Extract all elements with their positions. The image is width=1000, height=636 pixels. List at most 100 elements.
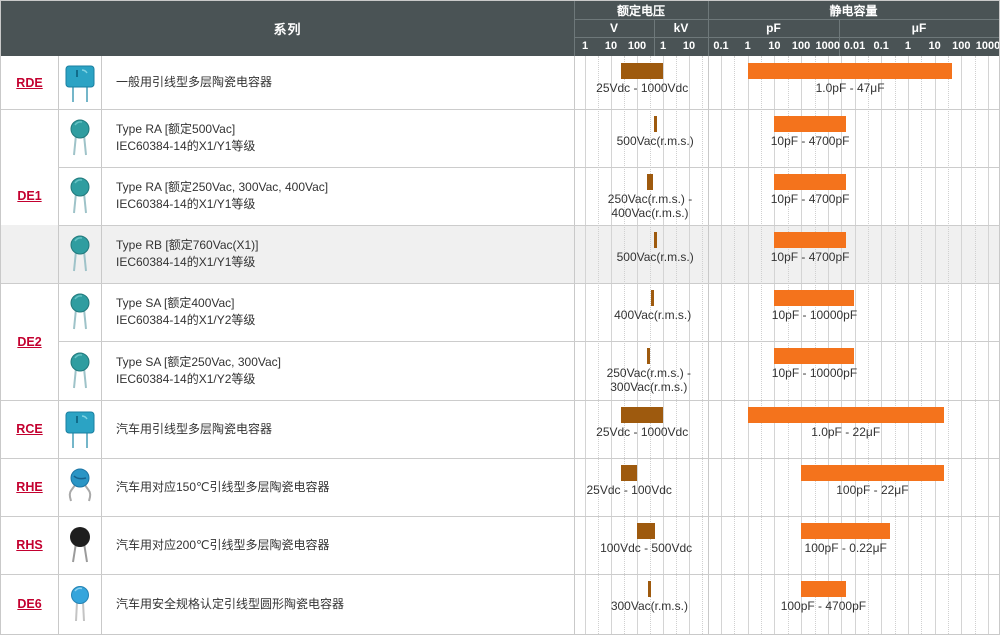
series-link-de1[interactable]: DE1 bbox=[17, 189, 42, 203]
column-border bbox=[101, 56, 102, 634]
grid-line bbox=[907, 56, 909, 634]
voltage-range-label: 400Vac(r.m.s.) bbox=[614, 308, 692, 322]
grid-line bbox=[676, 56, 677, 634]
grid-line bbox=[988, 56, 989, 634]
grid-line bbox=[734, 56, 736, 634]
voltage-range-label: 500Vac(r.m.s.) bbox=[616, 250, 694, 264]
row-border bbox=[58, 225, 999, 226]
product-description-line: Type RA [额定500Vac] bbox=[116, 122, 236, 136]
series-cell-rce: RCE bbox=[1, 400, 58, 458]
axis-tick-label: 10 bbox=[604, 40, 618, 52]
capacitance-range-bar bbox=[801, 523, 891, 539]
product-description-line: IEC60384-14的X1/Y1等级 bbox=[116, 255, 256, 269]
grid-line bbox=[854, 56, 856, 634]
series-cell-de2: DE2 bbox=[1, 283, 58, 400]
capacitance-range-bar bbox=[747, 407, 944, 423]
voltage-range-bar bbox=[653, 116, 657, 132]
capacitance-range-label: 10pF - 4700pF bbox=[770, 250, 850, 264]
product-description: 汽车用安全规格认定引线型圆形陶瓷电容器 bbox=[101, 574, 576, 634]
unit-pf-header: pF bbox=[766, 21, 781, 35]
unit-kv-header: kV bbox=[673, 21, 689, 35]
grid-line bbox=[689, 56, 690, 634]
row-border bbox=[1, 283, 999, 284]
grid-line bbox=[867, 56, 869, 634]
series-cell-de1: DE1 bbox=[1, 109, 58, 283]
row-border bbox=[1, 574, 999, 575]
series-cell-rde: RDE bbox=[1, 56, 58, 109]
product-description-line: IEC60384-14的X1/Y2等级 bbox=[116, 371, 256, 386]
product-description-line: IEC60384-14的X1/Y2等级 bbox=[116, 313, 256, 327]
capacitance-range-bar bbox=[747, 63, 953, 79]
row-border bbox=[1, 516, 999, 517]
series-link-de6[interactable]: DE6 bbox=[17, 597, 42, 611]
product-description: Type RB [额定760Vac(X1)] IEC60384-14的X1/Y1等… bbox=[101, 225, 576, 283]
series-link-rde[interactable]: RDE bbox=[16, 75, 43, 90]
product-description-line: 汽车用安全规格认定引线型圆形陶瓷电容器 bbox=[116, 596, 345, 611]
row-border bbox=[58, 167, 999, 168]
product-description: Type RA [额定500Vac] IEC60384-14的X1/Y1等级 bbox=[101, 109, 576, 167]
grid-line bbox=[774, 56, 776, 634]
series-link-rhs[interactable]: RHS bbox=[16, 538, 43, 552]
row-border bbox=[1, 458, 999, 459]
capacitance-range-label: 100pF - 0.22μF bbox=[804, 541, 887, 555]
capacitance-range-label: 1.0pF - 47μF bbox=[815, 81, 885, 95]
grid-line bbox=[721, 56, 722, 634]
product-description-line: 汽车用对应200℃引线型多层陶瓷电容器 bbox=[116, 537, 330, 552]
voltage-range-bar bbox=[621, 407, 663, 423]
grid-line bbox=[961, 56, 963, 634]
capacitance-range-label: 10pF - 10000pF bbox=[771, 366, 858, 380]
voltage-range-label: 250Vac(r.m.s.) - 400Vac(r.m.s.) bbox=[607, 192, 693, 220]
unit-v-header: V bbox=[609, 21, 618, 35]
grid-line bbox=[841, 56, 843, 634]
series-link-rhe[interactable]: RHE bbox=[16, 480, 43, 494]
grid-line bbox=[624, 56, 625, 634]
product-description-line: IEC60384-14的X1/Y1等级 bbox=[116, 197, 256, 211]
grid-line bbox=[974, 56, 976, 634]
disc-capacitor-icon bbox=[58, 109, 101, 167]
capacitance-range-label: 10pF - 10000pF bbox=[771, 308, 858, 322]
series-link-de2[interactable]: DE2 bbox=[17, 334, 42, 349]
voltage-range-bar bbox=[653, 232, 657, 248]
voltage-range-bar bbox=[647, 348, 651, 364]
header-divider bbox=[574, 1, 575, 56]
product-description: 一般用引线型多层陶瓷电容器 bbox=[101, 56, 576, 109]
capacitance-range-bar bbox=[801, 465, 944, 481]
box-capacitor-icon bbox=[58, 400, 101, 458]
capacitance-range-bar bbox=[774, 232, 846, 248]
series-cell-rhe: RHE bbox=[1, 458, 58, 516]
voltage-range-bar bbox=[647, 174, 653, 190]
grid-line bbox=[598, 56, 599, 634]
capacitance-range-bar bbox=[801, 581, 846, 597]
voltage-range-label: 25Vdc - 1000Vdc bbox=[596, 425, 689, 439]
voltage-range-bar bbox=[637, 523, 656, 539]
grid-line bbox=[611, 56, 612, 634]
voltage-range-label: 300Vac(r.m.s.) bbox=[610, 599, 688, 613]
capacitance-range-bar bbox=[774, 116, 846, 132]
header-divider bbox=[574, 37, 999, 38]
grid-line bbox=[787, 56, 789, 634]
round-disc-capacitor-icon bbox=[58, 574, 101, 634]
capacitance-range-label: 10pF - 4700pF bbox=[770, 134, 850, 148]
capacitance-range-label: 10pF - 4700pF bbox=[770, 192, 850, 206]
header-divider bbox=[574, 19, 999, 20]
grid-line bbox=[934, 56, 936, 634]
product-description-line: 汽车用对应150℃引线型多层陶瓷电容器 bbox=[116, 479, 330, 494]
product-description-line: 一般用引线型多层陶瓷电容器 bbox=[116, 75, 273, 89]
voltage-range-bar bbox=[651, 290, 655, 306]
capacitance-range-label: 100pF - 22μF bbox=[836, 483, 909, 497]
voltage-range-label: 100Vdc - 500Vdc bbox=[600, 541, 693, 555]
grid-line bbox=[948, 56, 949, 634]
grid-line bbox=[585, 56, 586, 634]
voltage-range-label: 500Vac(r.m.s.) bbox=[616, 134, 694, 148]
disc-capacitor-icon bbox=[58, 283, 101, 341]
capacitance-range-bar bbox=[774, 174, 846, 190]
series-link-rce[interactable]: RCE bbox=[16, 422, 43, 436]
capacitance-header: 静电容量 bbox=[829, 3, 878, 18]
axis-tick-label: 1000 bbox=[815, 40, 841, 52]
product-description: 汽车用对应150℃引线型多层陶瓷电容器 bbox=[101, 458, 576, 516]
capacitance-range-bar bbox=[774, 348, 855, 364]
axis-tick-label: 100 bbox=[952, 40, 971, 52]
product-description-line: Type RB [额定760Vac(X1)] bbox=[116, 238, 259, 252]
header-divider bbox=[839, 19, 840, 56]
grid-line bbox=[881, 56, 883, 634]
